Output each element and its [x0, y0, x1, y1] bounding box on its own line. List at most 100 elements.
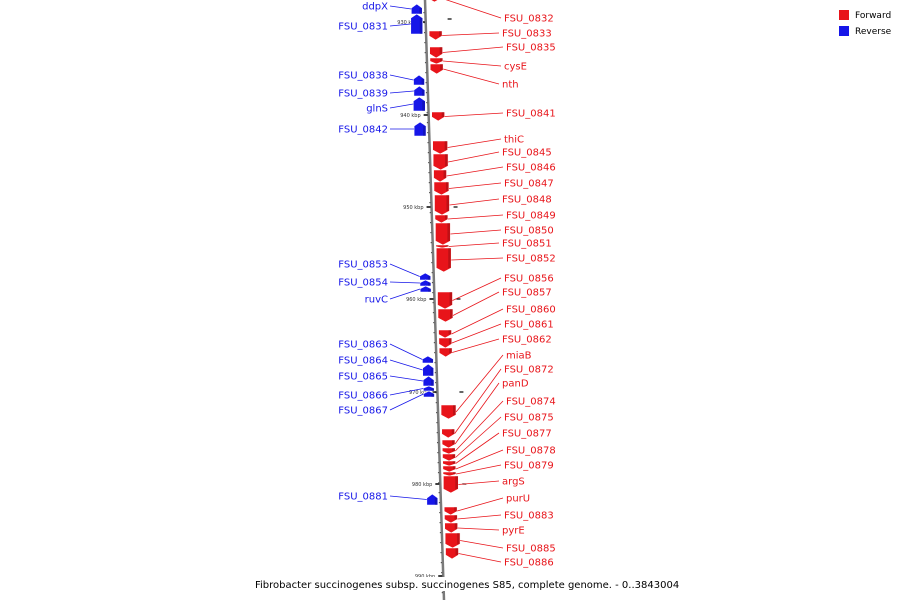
forward-gene-miab-shade	[453, 405, 456, 415]
leader-line	[455, 432, 500, 464]
scale-tick-label: 980 kbp	[412, 482, 432, 488]
minor-tick	[430, 242, 432, 244]
leader-line	[444, 112, 504, 117]
leader-line	[443, 68, 500, 85]
minor-tick	[431, 282, 434, 284]
gene-label-miab: miaB	[506, 351, 532, 362]
minor-tick	[438, 502, 441, 504]
reverse-gene-fsu_0842	[413, 121, 427, 137]
minor-tick	[434, 362, 436, 364]
gene-label-fsu_0846: FSU_0846	[506, 163, 556, 174]
forward-gene-cyse-shade	[439, 58, 443, 62]
leader-line	[389, 263, 420, 277]
forward-gene-fsu_0845	[432, 153, 449, 171]
forward-gene-fsu_0883	[444, 514, 458, 524]
reverse-gene-fsu_0839	[413, 85, 426, 97]
gene-label-fsu_0832: FSU_0832	[504, 14, 554, 25]
minor-tick	[424, 62, 427, 64]
minor-tick	[433, 342, 436, 344]
gene-label-glns: glnS	[366, 104, 388, 115]
gene-label-fsu_0861: FSU_0861	[504, 320, 554, 331]
leader-line	[389, 103, 414, 109]
minor-tick	[429, 202, 431, 204]
gene-label-nth: nth	[502, 80, 519, 91]
minor-tick	[433, 332, 435, 334]
forward-gene-pand	[441, 439, 456, 449]
gene-label-fsu_0878: FSU_0878	[506, 446, 556, 457]
minor-tick	[437, 462, 439, 464]
minor-tick	[425, 92, 428, 94]
leader-line	[389, 281, 420, 284]
forward-gene-fsu_0848-shade	[446, 195, 449, 211]
leader-line	[442, 60, 502, 67]
leader-line	[389, 495, 427, 500]
leader-line	[389, 288, 421, 300]
forward-gene-fsu_0886-shade	[455, 548, 459, 555]
forward-gene-cyse	[429, 57, 444, 65]
forward-gene-fsu_0833-shade	[439, 31, 442, 36]
forward-gene-fsu_0833	[428, 30, 443, 41]
reverse-gene-fsu_0865-shade	[431, 380, 434, 386]
forward-gene-thic	[432, 140, 448, 155]
gene-label-fsu_0854: FSU_0854	[338, 278, 388, 289]
minor-tick	[429, 212, 431, 214]
reverse-gene-fsu_0853	[419, 272, 432, 281]
forward-gene-fsu_0841	[431, 111, 445, 122]
minor-tick	[426, 122, 429, 124]
forward-gene-fsu_0849	[434, 214, 449, 224]
minor-tick	[432, 292, 434, 294]
reverse-gene-fsu_0864-shade	[430, 368, 434, 376]
reverse-gene-ruvc	[419, 285, 432, 293]
leader-line	[454, 400, 504, 452]
gene-label-fsu_0847: FSU_0847	[504, 179, 554, 190]
gene-label-fsu_0838: FSU_0838	[338, 71, 388, 82]
reverse-gene-fsu_0831	[410, 13, 424, 35]
reverse-gene-fsu_0854	[419, 279, 432, 287]
minor-tick	[430, 252, 433, 254]
scale-tick-label: 930 kbp	[397, 20, 417, 26]
leader-line	[448, 182, 502, 189]
forward-gene-fsu_0885	[444, 532, 461, 549]
minor-tick	[440, 552, 442, 554]
forward-gene-fsu_0874-shade	[452, 448, 455, 452]
minor-tick	[441, 572, 443, 574]
minor-tick	[434, 352, 436, 354]
minor-tick	[427, 132, 429, 134]
forward-gene-args	[443, 475, 459, 494]
genome-backbone	[423, 0, 446, 600]
minor-tick	[436, 422, 438, 424]
forward-gene-fsu_0841-shade	[441, 112, 445, 117]
gene-label-fsu_0839: FSU_0839	[338, 89, 388, 100]
leader-line	[446, 166, 504, 177]
gene-label-fsu_0852: FSU_0852	[506, 254, 556, 265]
gene-label-ruvc: ruvC	[365, 295, 388, 306]
forward-gene-fsu_0877	[442, 460, 456, 467]
gene-label-fsu_0856: FSU_0856	[504, 274, 554, 285]
minor-tick	[426, 112, 428, 114]
legend-reverse-swatch	[839, 26, 849, 36]
minor-tick	[441, 592, 443, 594]
caption-background	[250, 577, 656, 591]
minor-tick	[424, 52, 426, 54]
minor-tick	[436, 412, 438, 414]
leader-line	[455, 354, 504, 413]
forward-gene-fsu_0851	[435, 244, 450, 249]
gene-label-thic: thiC	[504, 135, 524, 146]
gene-label-args: argS	[502, 477, 525, 488]
minor-tick	[427, 142, 429, 144]
forward-gene-fsu_0872	[441, 428, 456, 439]
leader-line	[458, 480, 500, 485]
gene-label-fsu_0860: FSU_0860	[506, 305, 556, 316]
legend-forward-label: Forward	[855, 11, 891, 21]
minor-tick	[439, 532, 442, 534]
minor-tick	[439, 522, 441, 524]
leader-line	[452, 338, 500, 353]
forward-gene-fsu_0861-shade	[448, 338, 452, 344]
reverse-gene-fsu_0867	[423, 390, 435, 398]
forward-gene-pyre	[444, 522, 459, 534]
gene-label-fsu_0841: FSU_0841	[506, 109, 556, 120]
forward-gene-fsu_0857-shade	[449, 309, 453, 318]
gene-label-fsu_0862: FSU_0862	[502, 335, 552, 346]
legend-forward-swatch	[839, 10, 849, 20]
forward-gene-fsu_0872-shade	[451, 429, 455, 434]
